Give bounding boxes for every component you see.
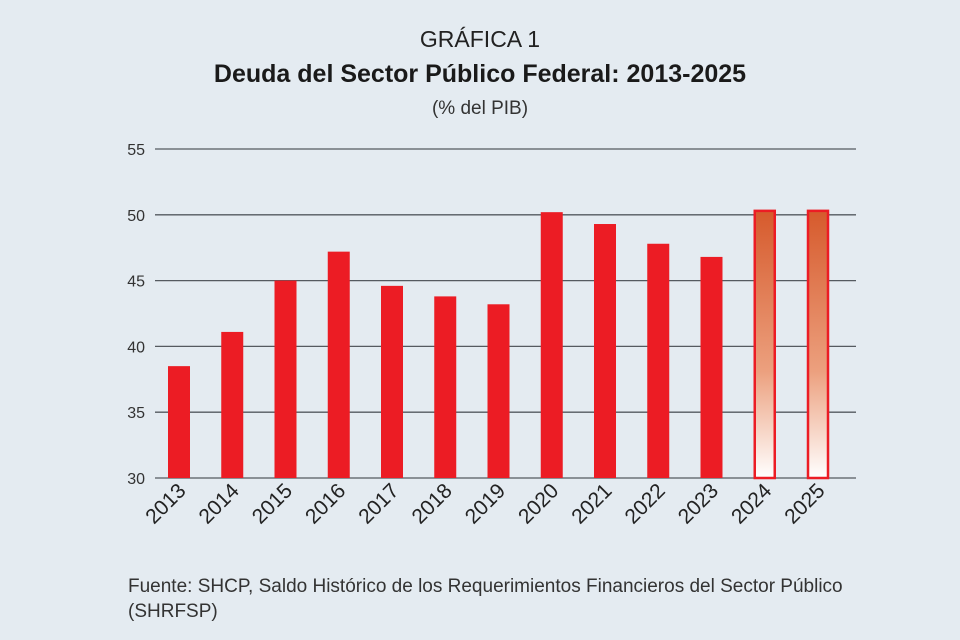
x-tick-label: 2020 <box>514 479 563 528</box>
y-tick-label: 30 <box>127 471 145 488</box>
bar-2022 <box>647 243 670 478</box>
bar-2017 <box>381 285 403 478</box>
x-tick-label: 2017 <box>354 479 403 528</box>
bar-2025 <box>806 209 830 480</box>
bar-2013 <box>168 366 190 478</box>
x-tick-label: 2016 <box>301 479 350 528</box>
bar-2023 <box>700 256 723 478</box>
x-tick-label: 2024 <box>727 479 777 529</box>
x-tick-label: 2014 <box>194 479 244 529</box>
x-tick-label: 2021 <box>567 479 616 528</box>
bar-2014 <box>221 331 244 478</box>
source-note: Fuente: SHCP, Saldo Histórico de los Req… <box>128 576 843 622</box>
bar-2018 <box>434 296 457 478</box>
y-tick-label: 45 <box>127 274 145 291</box>
x-tick-label: 2015 <box>248 479 297 528</box>
x-tick-label: 2018 <box>407 479 456 528</box>
x-tick-label: 2023 <box>674 479 723 528</box>
chart-subtitle: (% del PIB) <box>431 98 529 119</box>
bar-2015 <box>274 280 297 478</box>
y-tick-label: 50 <box>127 208 145 225</box>
x-tick-label: 2022 <box>620 479 669 528</box>
bar-2020 <box>540 212 563 478</box>
y-tick-label: 55 <box>127 142 145 159</box>
chart-label: GRÁFICA 1 <box>419 26 541 52</box>
y-tick-label: 40 <box>127 339 145 356</box>
x-tick-label: 2025 <box>780 479 829 528</box>
y-tick-label: 35 <box>127 405 145 422</box>
chart-title: Deuda del Sector Público Federal: 2013-2… <box>213 60 747 88</box>
bar-2019 <box>487 304 510 478</box>
bar-2016 <box>327 251 350 478</box>
x-tick-label: 2019 <box>461 479 510 528</box>
bar-2024 <box>753 209 776 480</box>
bar-2021 <box>594 224 616 478</box>
x-tick-label: 2013 <box>141 479 190 528</box>
